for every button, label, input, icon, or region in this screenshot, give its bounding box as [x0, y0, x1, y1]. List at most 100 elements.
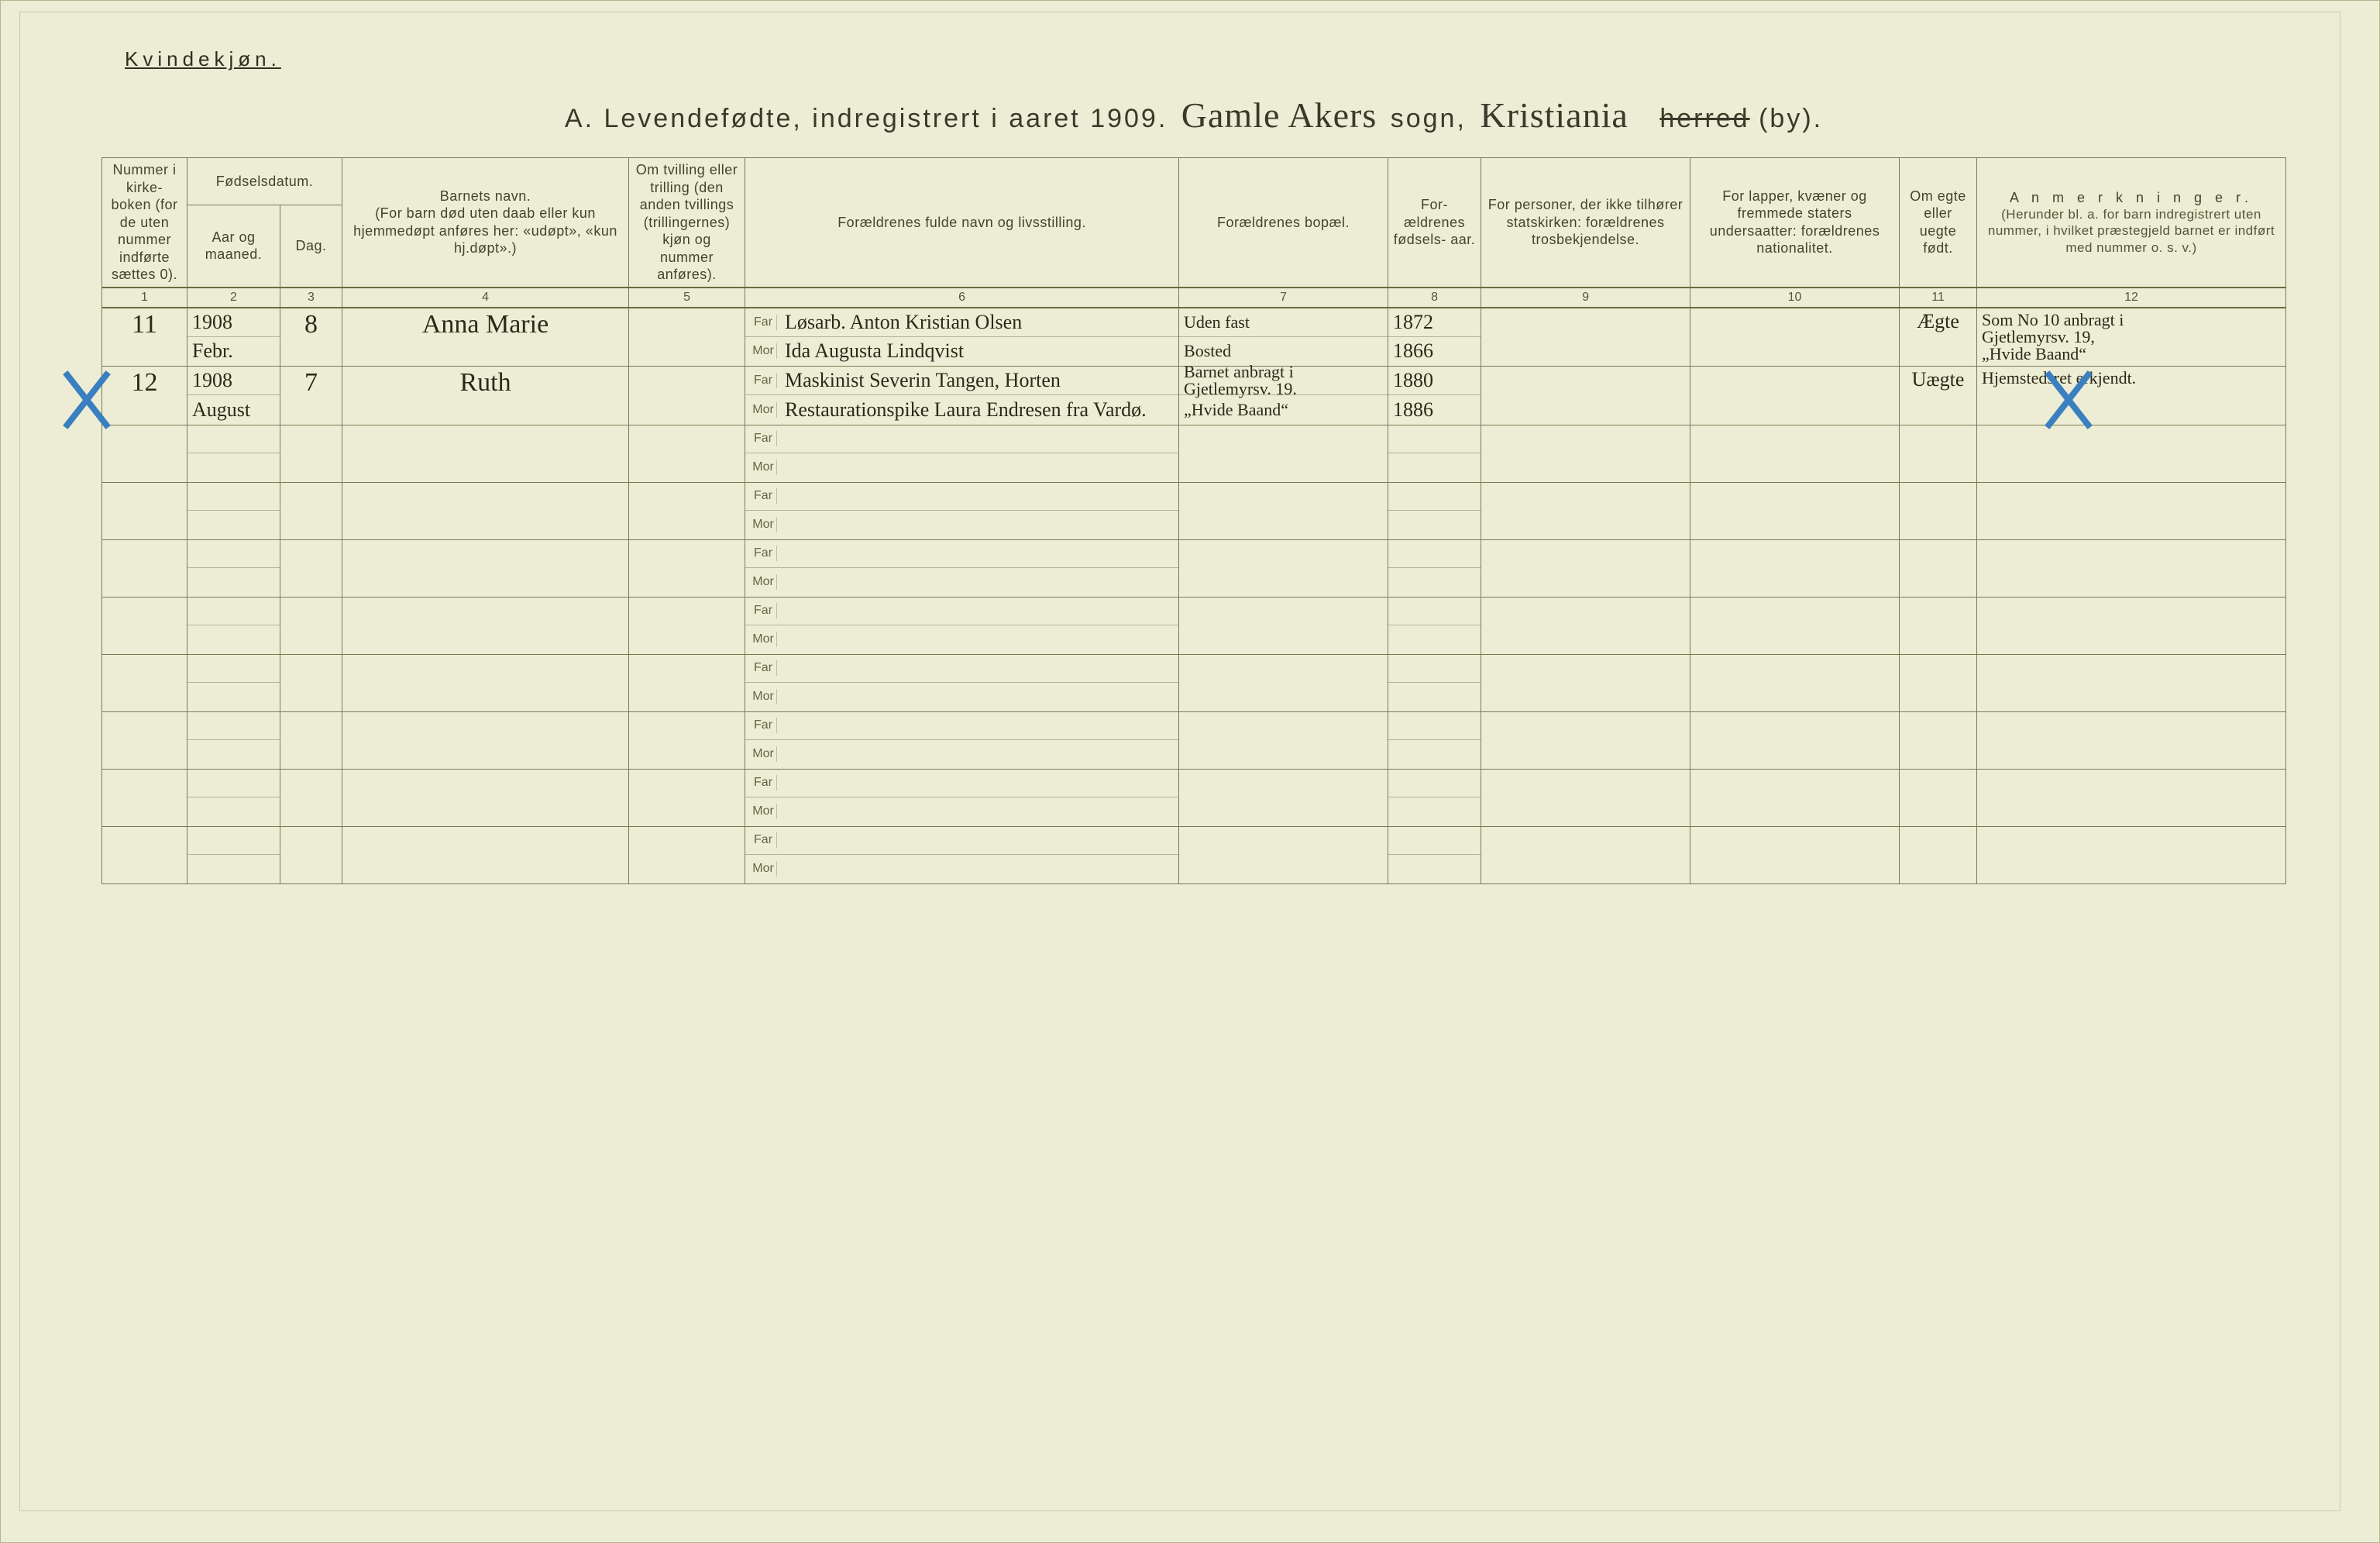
- empty-cell: [1690, 826, 1900, 883]
- split-cell: [187, 826, 280, 883]
- empty-cell: [102, 654, 187, 711]
- empty-cell: [280, 597, 342, 654]
- empty-cell: [102, 539, 187, 597]
- table-row: Far Mor: [102, 539, 2286, 597]
- empty-cell: [1690, 711, 1900, 769]
- twin-cell: [629, 366, 745, 425]
- col-9-header: For personer, der ikke tilhører statskir…: [1481, 158, 1690, 288]
- remarks-cell: Hjemstedsret erkjendt.: [1977, 366, 2286, 425]
- empty-cell: [1690, 539, 1900, 597]
- split-cell: 1880 1886: [1388, 366, 1481, 425]
- split-cell: Far Mor: [745, 482, 1179, 539]
- empty-cell: [629, 425, 745, 482]
- empty-cell: [1690, 597, 1900, 654]
- split-cell: Far Mor: [745, 769, 1179, 826]
- empty-cell: [342, 654, 629, 711]
- empty-cell: [1690, 425, 1900, 482]
- split-cell: Far Mor: [745, 539, 1179, 597]
- empty-cell: [1179, 711, 1388, 769]
- col-12-title: A n m e r k n i n g e r.: [1982, 189, 2281, 207]
- cell-value: Restaurationspike Laura Endresen fra Var…: [785, 400, 1147, 420]
- remark-line: Som No 10 anbragt i: [1982, 312, 2281, 329]
- col-7-header: Forældrenes bopæl.: [1179, 158, 1388, 288]
- col-2-3-group: Fødselsdatum.: [187, 158, 342, 205]
- far-label: Far: [750, 373, 777, 388]
- empty-cell: [1481, 597, 1690, 654]
- cell-value: 1866: [1393, 341, 1433, 361]
- cell-value: 1886: [1393, 400, 1433, 420]
- empty-cell: [1481, 425, 1690, 482]
- colnum: 1: [102, 288, 187, 308]
- remark-line: Gjetlemyrsv. 19,: [1982, 329, 2281, 346]
- split-cell: [187, 711, 280, 769]
- colnum: 7: [1179, 288, 1388, 308]
- empty-cell: [1179, 826, 1388, 883]
- cell-value: August: [192, 400, 250, 420]
- split-cell: [187, 482, 280, 539]
- mor-label: Mor: [750, 574, 777, 590]
- cell-value: 1880: [1393, 370, 1433, 391]
- col-11-header: Om egte eller uegte født.: [1900, 158, 1977, 288]
- split-cell: Far Mor: [745, 425, 1179, 482]
- remarks-cell: Som No 10 anbragt i Gjetlemyrsv. 19, „Hv…: [1977, 308, 2286, 367]
- cell-value: Barnet anbragt i Gjetlemyrsv. 19.: [1184, 363, 1383, 398]
- split-cell: 1872 1866: [1388, 308, 1481, 367]
- cell-value: Maskinist Severin Tangen, Horten: [785, 370, 1061, 391]
- entry-number: 11: [102, 308, 187, 367]
- split-cell: [1388, 425, 1481, 482]
- child-name: Anna Marie: [342, 308, 629, 367]
- colnum: 10: [1690, 288, 1900, 308]
- empty-cell: [280, 826, 342, 883]
- sogn-handwritten: Gamle Akers: [1177, 95, 1381, 135]
- table-row: Far Mor: [102, 482, 2286, 539]
- empty-cell: [342, 597, 629, 654]
- empty-cell: [1900, 711, 1977, 769]
- empty-cell: [1481, 654, 1690, 711]
- empty-cell: [1977, 539, 2286, 597]
- legitimacy-cell: Uægte: [1900, 366, 1977, 425]
- gender-heading: Kvindekjøn.: [125, 47, 2286, 71]
- empty-cell: [1977, 769, 2286, 826]
- register-page: Kvindekjøn. A. Levendefødte, indregistre…: [0, 0, 2380, 1543]
- empty-cell: [629, 597, 745, 654]
- colnum: 12: [1977, 288, 2286, 308]
- empty-cell: [280, 482, 342, 539]
- title-prefix: A. Levendefødte, indregistrert i aaret 1…: [565, 104, 1124, 133]
- table-row: 12 1908 August 7Ruth FarMaskinist Severi…: [102, 366, 2286, 425]
- entry-number: 12: [102, 366, 187, 425]
- split-cell: Far Mor: [745, 711, 1179, 769]
- col-2-header: Aar og maaned.: [187, 205, 280, 288]
- empty-cell: [1481, 539, 1690, 597]
- col-12-sub: (Herunder bl. a. for barn indregistrert …: [1982, 206, 2281, 256]
- empty-cell: [629, 654, 745, 711]
- title-year: 09.: [1124, 104, 1168, 133]
- empty-cell: [1179, 769, 1388, 826]
- split-cell: [1388, 597, 1481, 654]
- twin-cell: [629, 308, 745, 367]
- empty-cell: [629, 711, 745, 769]
- split-cell: Barnet anbragt i Gjetlemyrsv. 19. „Hvide…: [1179, 366, 1388, 425]
- split-cell: [1388, 769, 1481, 826]
- mor-label: Mor: [750, 343, 777, 359]
- empty-cell: [1977, 482, 2286, 539]
- mor-label: Mor: [750, 460, 777, 475]
- empty-cell: [1690, 769, 1900, 826]
- empty-cell: [342, 769, 629, 826]
- colnum: 11: [1900, 288, 1977, 308]
- empty-cell: [342, 711, 629, 769]
- split-cell: [1388, 539, 1481, 597]
- split-cell: [187, 769, 280, 826]
- split-cell: [187, 425, 280, 482]
- col-1-header: Nummer i kirke- boken (for de uten numme…: [102, 158, 187, 288]
- empty-cell: [280, 539, 342, 597]
- birth-day: 8: [280, 308, 342, 367]
- column-number-row: 1 2 3 4 5 6 7 8 9 10 11 12: [102, 288, 2286, 308]
- empty-cell: [1690, 482, 1900, 539]
- col-6-header: Forældrenes fulde navn og livsstilling.: [745, 158, 1179, 288]
- legitimacy-cell: Ægte: [1900, 308, 1977, 367]
- empty-cell: [629, 826, 745, 883]
- mor-label: Mor: [750, 632, 777, 647]
- empty-cell: [102, 826, 187, 883]
- empty-cell: [629, 769, 745, 826]
- mor-label: Mor: [750, 689, 777, 704]
